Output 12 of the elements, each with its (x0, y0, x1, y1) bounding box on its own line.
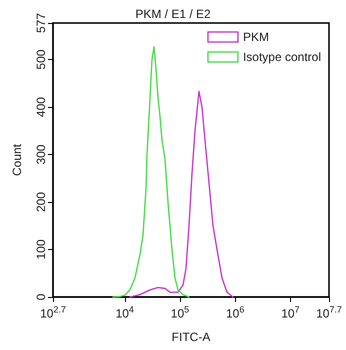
y-tick-label: 100 (34, 239, 48, 260)
y-axis-title: Count (10, 143, 24, 176)
y-tick-label: 577 (34, 12, 48, 34)
y-tick-label: 400 (34, 96, 48, 118)
y-tick-label: 0 (34, 293, 48, 300)
y-tick-label: 200 (34, 192, 48, 212)
legend-label: PKM (242, 30, 269, 44)
chart-title: PKM / E1 / E2 (135, 7, 211, 21)
y-tick-label: 300 (34, 144, 48, 165)
x-axis-title: FITC-A (172, 330, 210, 344)
legend-label: Isotype control (242, 50, 322, 64)
y-tick-label: 500 (34, 49, 48, 70)
